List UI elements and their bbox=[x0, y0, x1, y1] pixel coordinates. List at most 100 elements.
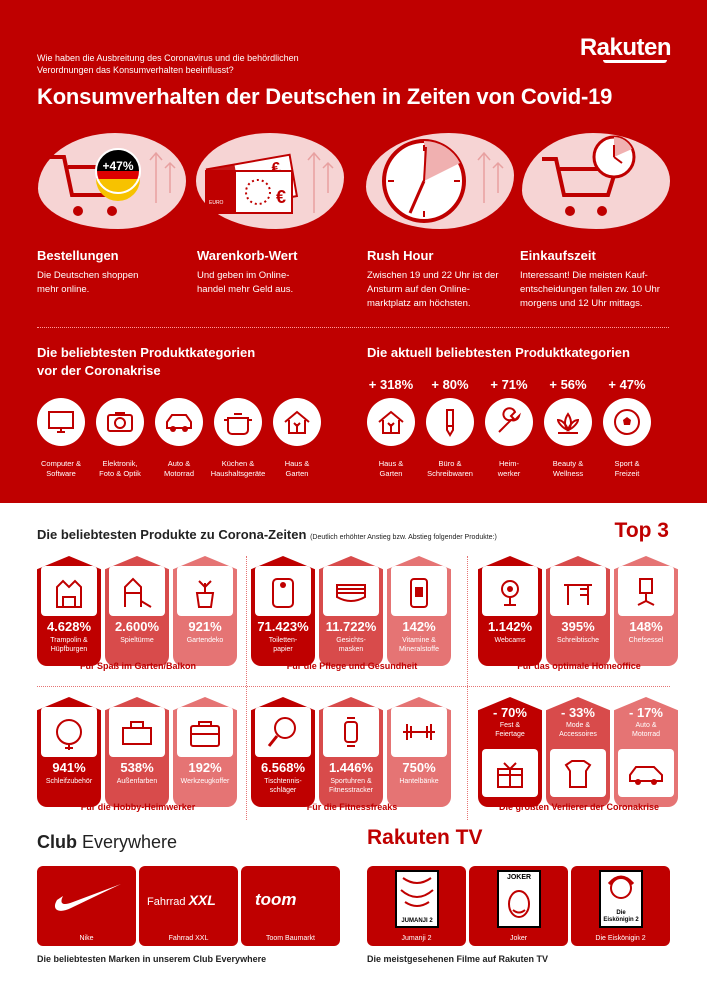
film-label: Joker bbox=[509, 935, 528, 942]
category-label: Beauty & Wellness bbox=[552, 459, 584, 478]
product-card: - 70% Fest & Feiertage bbox=[478, 697, 542, 807]
product-card: 148% Chefsessel bbox=[614, 556, 678, 666]
pot-icon bbox=[224, 413, 252, 435]
product-value: 395% bbox=[561, 619, 595, 634]
poster-icon: JOKER bbox=[497, 870, 541, 928]
category-label: Computer & Software bbox=[40, 459, 82, 478]
product-label: Chefsessel bbox=[628, 637, 664, 644]
category-icon bbox=[544, 398, 592, 446]
page-title: Konsumverhalten der Deutschen in Zeiten … bbox=[37, 84, 613, 109]
shoppingtime-illustration bbox=[522, 133, 670, 229]
group-title: Für die Fitnessfreaks bbox=[306, 802, 398, 812]
category-icon bbox=[155, 398, 203, 446]
product-value: 71.423% bbox=[257, 619, 309, 634]
film-card-frozen: Die Eiskönigin 2 Die Eiskönigin 2 bbox=[571, 866, 670, 946]
product-value: 941% bbox=[52, 760, 86, 775]
smartwatch-icon bbox=[344, 717, 358, 747]
category-label: Büro & Schreibwaren bbox=[427, 459, 473, 478]
toom-logo: toom bbox=[255, 890, 297, 909]
product-label: Gartendeko bbox=[186, 637, 224, 644]
logo-swoosh bbox=[603, 60, 667, 63]
category-icon bbox=[485, 398, 533, 446]
stat-shoppingtime: Einkaufszeit Interessant! Die meisten Kau… bbox=[520, 248, 680, 311]
svg-text:€: € bbox=[270, 160, 282, 178]
wrench-icon bbox=[498, 407, 521, 433]
office-chair-icon bbox=[637, 578, 655, 606]
category-label: Heim-werker bbox=[497, 459, 521, 478]
stat-title: Rush Hour bbox=[367, 248, 434, 263]
product-label: Fest & Feiertage bbox=[495, 722, 525, 738]
divider bbox=[467, 556, 468, 820]
product-value: 192% bbox=[188, 760, 222, 775]
ball-icon bbox=[614, 409, 640, 435]
banknote-icon: € € bbox=[205, 151, 334, 214]
category-icon bbox=[214, 398, 262, 446]
category-icon bbox=[367, 398, 415, 446]
film-card-jumanji: JUMANJI 2 Jumanji 2 bbox=[367, 866, 466, 946]
product-value: 1.446% bbox=[328, 760, 374, 775]
product-value: - 70% bbox=[493, 705, 527, 720]
rushhour-illustration bbox=[366, 133, 514, 229]
product-value: 538% bbox=[120, 760, 154, 775]
product-card: 71.423% Toiletten-papier bbox=[251, 556, 315, 666]
product-value: 2.600% bbox=[114, 619, 160, 634]
category-icon bbox=[426, 398, 474, 446]
product-card: - 17% Auto & Motorrad bbox=[614, 697, 678, 807]
rakuten-tv-logo: Rakuten TV bbox=[367, 826, 483, 849]
brand-card-nike: Nike bbox=[37, 866, 136, 946]
tv-footer: Die meistgesehenen Filme auf Rakuten TV bbox=[367, 954, 549, 964]
product-value: 142% bbox=[402, 619, 436, 634]
divider bbox=[37, 686, 670, 687]
gift-icon bbox=[497, 762, 523, 788]
stat-title: Einkaufszeit bbox=[520, 248, 596, 263]
product-value: 11.722% bbox=[325, 619, 377, 634]
product-label: Vitamine & Mineralstoffe bbox=[399, 637, 439, 653]
product-label: Werkzeugkoffer bbox=[180, 778, 230, 785]
intro-question: Wie haben die Ausbreitung des Coronaviru… bbox=[37, 53, 299, 75]
product-label: Sportuhren & Fitnesstracker bbox=[329, 778, 373, 794]
product-card: 192% Werkzeugkoffer bbox=[173, 697, 237, 807]
category-growth: + 71% bbox=[490, 377, 528, 392]
product-value: - 17% bbox=[629, 705, 663, 720]
product-label: Webcams bbox=[494, 637, 526, 644]
lotus-icon bbox=[556, 412, 580, 434]
category-icon bbox=[96, 398, 144, 446]
brand-card-fahrradxxl: Fahrrad XXL Fahrrad XXL bbox=[139, 866, 238, 946]
product-value: 148% bbox=[629, 619, 663, 634]
fahrrad-logo: Fahrrad XXL bbox=[147, 892, 216, 908]
film-label: Die Eiskönigin 2 bbox=[595, 935, 646, 942]
vitamin-bottle-icon bbox=[410, 578, 428, 608]
poster-icon: Die Eiskönigin 2 bbox=[599, 870, 643, 928]
brand-label: Toom Baumarkt bbox=[265, 935, 316, 942]
product-value: 921% bbox=[188, 619, 222, 634]
poster-icon: JUMANJI 2 bbox=[395, 870, 439, 928]
product-card: 1.446% Sportuhren & Fitnesstracker bbox=[319, 697, 383, 807]
orders-illustration bbox=[38, 133, 186, 229]
car-icon bbox=[166, 414, 192, 432]
category-label: Sport & Freizeit bbox=[614, 459, 640, 478]
film-label: Jumanji 2 bbox=[401, 935, 432, 942]
product-label: Mode & Accessoires bbox=[559, 722, 597, 738]
clock-icon bbox=[382, 139, 504, 223]
face-mask-icon bbox=[336, 584, 366, 602]
cart-icon bbox=[50, 148, 176, 216]
top3-label: Top 3 bbox=[614, 519, 669, 542]
category-icon bbox=[37, 398, 85, 446]
stat-text: Und geben im Online-handel mehr Geld aus… bbox=[197, 270, 294, 295]
before-title: Die beliebtesten Produktkategorien vor de… bbox=[37, 345, 256, 378]
group-title: Die größten Verlierer der Coronakrise bbox=[498, 802, 660, 812]
category-label: Elektronik, Foto & Optik bbox=[99, 459, 141, 478]
group-title: Für das optimale Homeoffice bbox=[517, 661, 641, 671]
divider bbox=[246, 556, 247, 820]
product-label: Außenfarben bbox=[116, 778, 158, 785]
product-value: 6.568% bbox=[260, 760, 306, 775]
stat-text: Interessant! Die meisten Kauf-entscheidu… bbox=[520, 270, 660, 309]
stat-title: Bestellungen bbox=[37, 248, 119, 263]
product-card: 2.600% Spieltürme bbox=[105, 556, 169, 666]
dumbbell-bench-icon bbox=[403, 724, 435, 740]
toolbox-icon bbox=[190, 721, 220, 747]
product-label: Spieltürme bbox=[120, 637, 154, 644]
stat-orders: Bestellungen Die Deutschen shoppen mehr o… bbox=[37, 248, 197, 297]
tshirt-icon bbox=[564, 760, 592, 788]
product-card: 6.568% Tischtennis-schläger bbox=[251, 697, 315, 807]
